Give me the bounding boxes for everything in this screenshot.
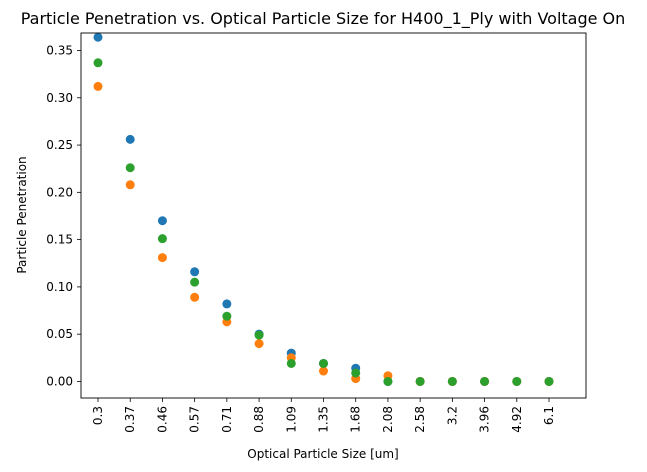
data-point bbox=[319, 366, 328, 376]
x-tick-label: 1.35 bbox=[317, 406, 331, 433]
data-point bbox=[125, 163, 135, 173]
y-tick-label: 0.05 bbox=[46, 327, 73, 341]
x-tick-label: 6.1 bbox=[542, 406, 556, 425]
data-point bbox=[383, 376, 393, 386]
data-point bbox=[544, 376, 554, 386]
data-point bbox=[93, 58, 103, 68]
data-point bbox=[222, 299, 232, 309]
data-point bbox=[93, 81, 103, 91]
y-tick-label: 0.00 bbox=[46, 374, 73, 388]
y-tick-label: 0.15 bbox=[46, 233, 73, 247]
x-tick-label: 0.57 bbox=[188, 406, 202, 433]
x-tick-label: 0.37 bbox=[123, 406, 137, 433]
x-tick-label: 0.88 bbox=[252, 406, 266, 433]
plot-frame bbox=[80, 32, 587, 399]
y-axis: 0.00 0.05 0.10 0.15 0.20 0.25 0.30 0.35 bbox=[46, 43, 81, 388]
x-tick-label: 3.2 bbox=[445, 406, 459, 425]
data-point bbox=[190, 292, 200, 302]
x-tick-label: 3.96 bbox=[478, 406, 492, 433]
data-point bbox=[157, 253, 167, 263]
series-1 bbox=[93, 32, 554, 386]
y-axis-label: Particle Penetration bbox=[15, 156, 29, 273]
data-point bbox=[157, 234, 167, 244]
data-point bbox=[254, 339, 264, 349]
y-tick-label: 0.35 bbox=[46, 43, 73, 57]
x-tick-label: 1.09 bbox=[284, 406, 298, 433]
data-point bbox=[319, 358, 328, 368]
x-tick-label: 0.46 bbox=[155, 406, 169, 433]
data-point bbox=[125, 180, 135, 190]
chart-title: Particle Penetration vs. Optical Particl… bbox=[21, 9, 626, 29]
x-axis-label: Optical Particle Size [um] bbox=[247, 447, 398, 461]
x-tick-label: 1.68 bbox=[349, 406, 363, 433]
series-2 bbox=[93, 81, 554, 386]
data-point bbox=[125, 134, 135, 144]
data-point bbox=[286, 358, 296, 368]
data-point bbox=[93, 32, 103, 42]
y-tick-label: 0.10 bbox=[46, 280, 73, 294]
series-3 bbox=[93, 58, 554, 386]
data-point bbox=[190, 267, 200, 277]
data-point bbox=[512, 376, 522, 386]
y-tick-label: 0.25 bbox=[46, 138, 73, 152]
x-tick-label: 4.92 bbox=[510, 406, 524, 433]
data-point bbox=[157, 216, 167, 226]
data-point bbox=[222, 311, 232, 321]
data-point bbox=[415, 376, 425, 386]
data-point bbox=[351, 368, 361, 378]
series-layer bbox=[93, 32, 554, 386]
x-tick-label: 0.3 bbox=[91, 406, 105, 425]
x-axis: 0.3 0.37 0.46 0.57 0.71 0.88 1.09 1.35 1.68 2.08 2… bbox=[91, 398, 556, 433]
y-tick-label: 0.30 bbox=[46, 91, 73, 105]
data-point bbox=[480, 376, 490, 386]
x-tick-label: 2.58 bbox=[413, 406, 427, 433]
y-tick-label: 0.20 bbox=[46, 185, 73, 199]
plot-area bbox=[80, 32, 587, 399]
data-point bbox=[190, 277, 200, 287]
data-point bbox=[447, 376, 457, 386]
x-tick-label: 0.71 bbox=[220, 406, 234, 433]
data-point bbox=[254, 330, 264, 340]
x-tick-label: 2.08 bbox=[381, 406, 395, 433]
